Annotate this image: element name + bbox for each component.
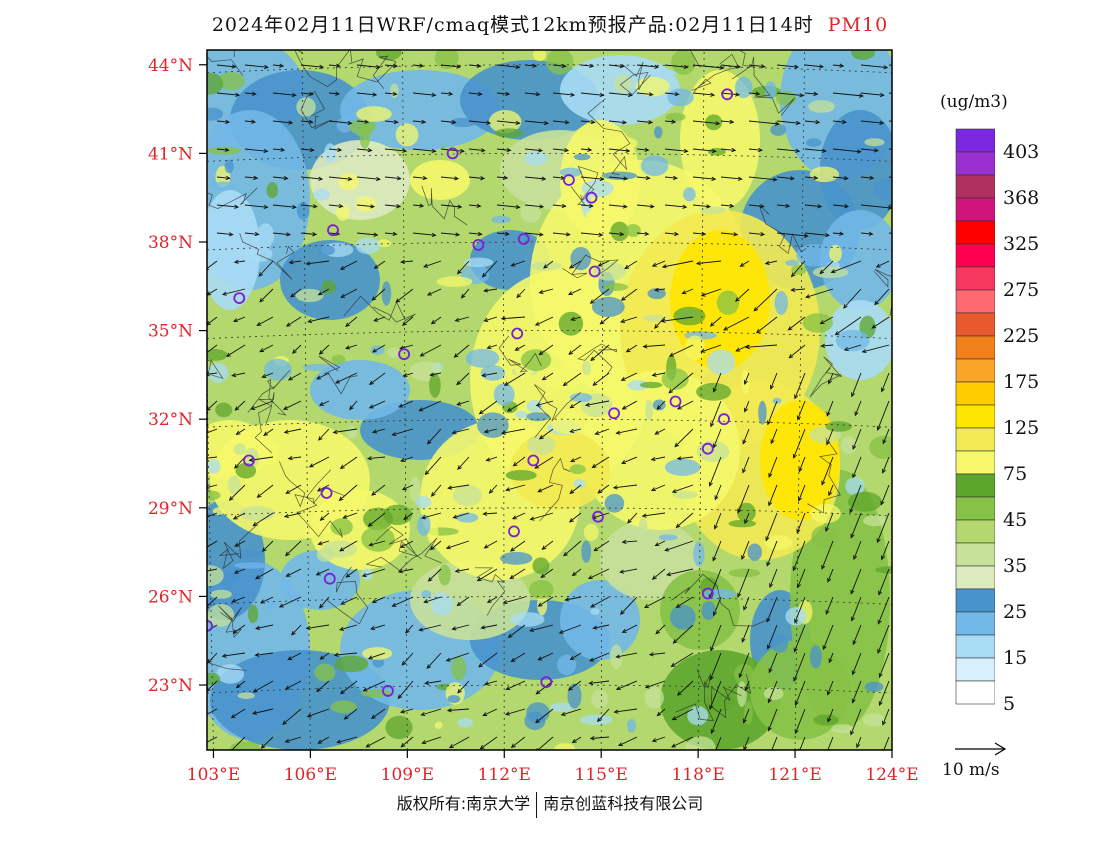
species-label: PM10 — [827, 14, 889, 36]
legend-swatch — [955, 266, 995, 291]
legend-label: 225 — [1003, 325, 1040, 347]
lon-tick-label: 112°E — [478, 765, 531, 785]
wind-reference-label: 10 m/s — [942, 760, 1000, 780]
legend-label: 45 — [1003, 509, 1028, 531]
legend-swatch — [955, 473, 995, 498]
legend-label: 125 — [1003, 417, 1040, 439]
station-marker — [701, 442, 714, 455]
legend-label: 403 — [1003, 141, 1040, 163]
lat-tick-label: 26°N — [148, 587, 193, 607]
station-marker — [540, 676, 553, 688]
legend-swatch — [955, 519, 995, 544]
station-marker — [608, 407, 620, 420]
lat-tick-label: 32°N — [148, 410, 193, 430]
legend-swatch — [955, 197, 995, 222]
legend-label: 368 — [1003, 187, 1040, 209]
legend-swatch — [955, 243, 995, 268]
legend-label: 275 — [1003, 279, 1040, 301]
lat-tick-label: 35°N — [148, 322, 193, 342]
lat-tick-label: 29°N — [148, 499, 193, 519]
lon-tick-label: 121°E — [768, 765, 821, 785]
station-marker — [511, 327, 524, 340]
lon-tick-label: 124°E — [865, 765, 918, 785]
lat-tick-label: 41°N — [148, 144, 193, 164]
legend-swatch — [955, 151, 995, 176]
map-title: 2024年02月11日WRF/cmaq模式12km预报产品:02月11日14时 P… — [0, 10, 1100, 37]
legend-swatch — [955, 450, 995, 475]
legend-swatch — [955, 404, 995, 429]
station-marker — [588, 265, 601, 278]
legend-unit: (ug/m3) — [940, 92, 1008, 112]
lon-tick-label: 109°E — [381, 765, 434, 785]
legend-label: 25 — [1003, 601, 1028, 623]
legend-swatch — [955, 611, 995, 636]
legend-swatch — [955, 335, 995, 360]
legend-swatch — [955, 128, 995, 153]
legend-swatch — [955, 289, 995, 314]
station-marker — [527, 454, 540, 467]
legend-swatch — [955, 565, 995, 590]
legend-swatch — [955, 634, 995, 659]
lat-tick-label: 38°N — [148, 233, 193, 253]
legend-label: 175 — [1003, 371, 1040, 393]
legend-swatch — [955, 174, 995, 199]
legend-swatch — [955, 312, 995, 337]
station-marker — [243, 454, 255, 467]
legend-label: 35 — [1003, 555, 1028, 577]
station-marker — [233, 292, 246, 305]
station-marker — [592, 510, 604, 523]
station-marker — [721, 88, 734, 101]
copyright-company: 南京创蓝科技有限公司 — [543, 794, 704, 813]
lon-tick-label: 118°E — [671, 765, 724, 785]
legend-swatch — [955, 358, 995, 383]
copyright-owner: 版权所有:南京大学 — [396, 794, 531, 813]
station-marker — [718, 413, 730, 426]
legend-label: 325 — [1003, 233, 1040, 255]
station-marker — [472, 238, 485, 251]
station-marker — [381, 685, 394, 697]
station-marker — [327, 224, 339, 237]
legend-swatch — [955, 381, 995, 406]
legend-swatch — [955, 427, 995, 452]
legend-swatch — [955, 496, 995, 521]
station-marker — [508, 525, 520, 538]
lat-tick-label: 23°N — [148, 676, 193, 696]
station-marker — [701, 587, 714, 600]
station-marker — [398, 348, 411, 361]
station-marker — [323, 572, 336, 585]
station-marker — [669, 395, 682, 408]
lon-tick-label: 106°E — [284, 765, 337, 785]
title-text: 2024年02月11日WRF/cmaq模式12km预报产品:02月11日14时 — [211, 14, 814, 36]
lat-tick-label: 44°N — [148, 56, 193, 76]
station-marker — [585, 191, 598, 204]
legend-swatch — [955, 542, 995, 567]
lon-tick-label: 103°E — [187, 765, 240, 785]
station-marker — [517, 233, 530, 245]
legend-swatch — [955, 680, 995, 705]
color-legend — [955, 128, 995, 705]
legend-label: 5 — [1003, 693, 1016, 715]
station-marker — [207, 620, 213, 632]
station-marker — [446, 147, 459, 160]
legend-label: 75 — [1003, 463, 1028, 485]
legend-swatch — [955, 657, 995, 682]
station-marker — [563, 174, 575, 186]
lon-tick-label: 115°E — [575, 765, 628, 785]
station-marker — [320, 487, 333, 499]
copyright-footer: 版权所有:南京大学 南京创蓝科技有限公司 — [0, 790, 1100, 818]
legend-swatch — [955, 220, 995, 245]
legend-swatch — [955, 588, 995, 613]
legend-label: 15 — [1003, 647, 1028, 669]
